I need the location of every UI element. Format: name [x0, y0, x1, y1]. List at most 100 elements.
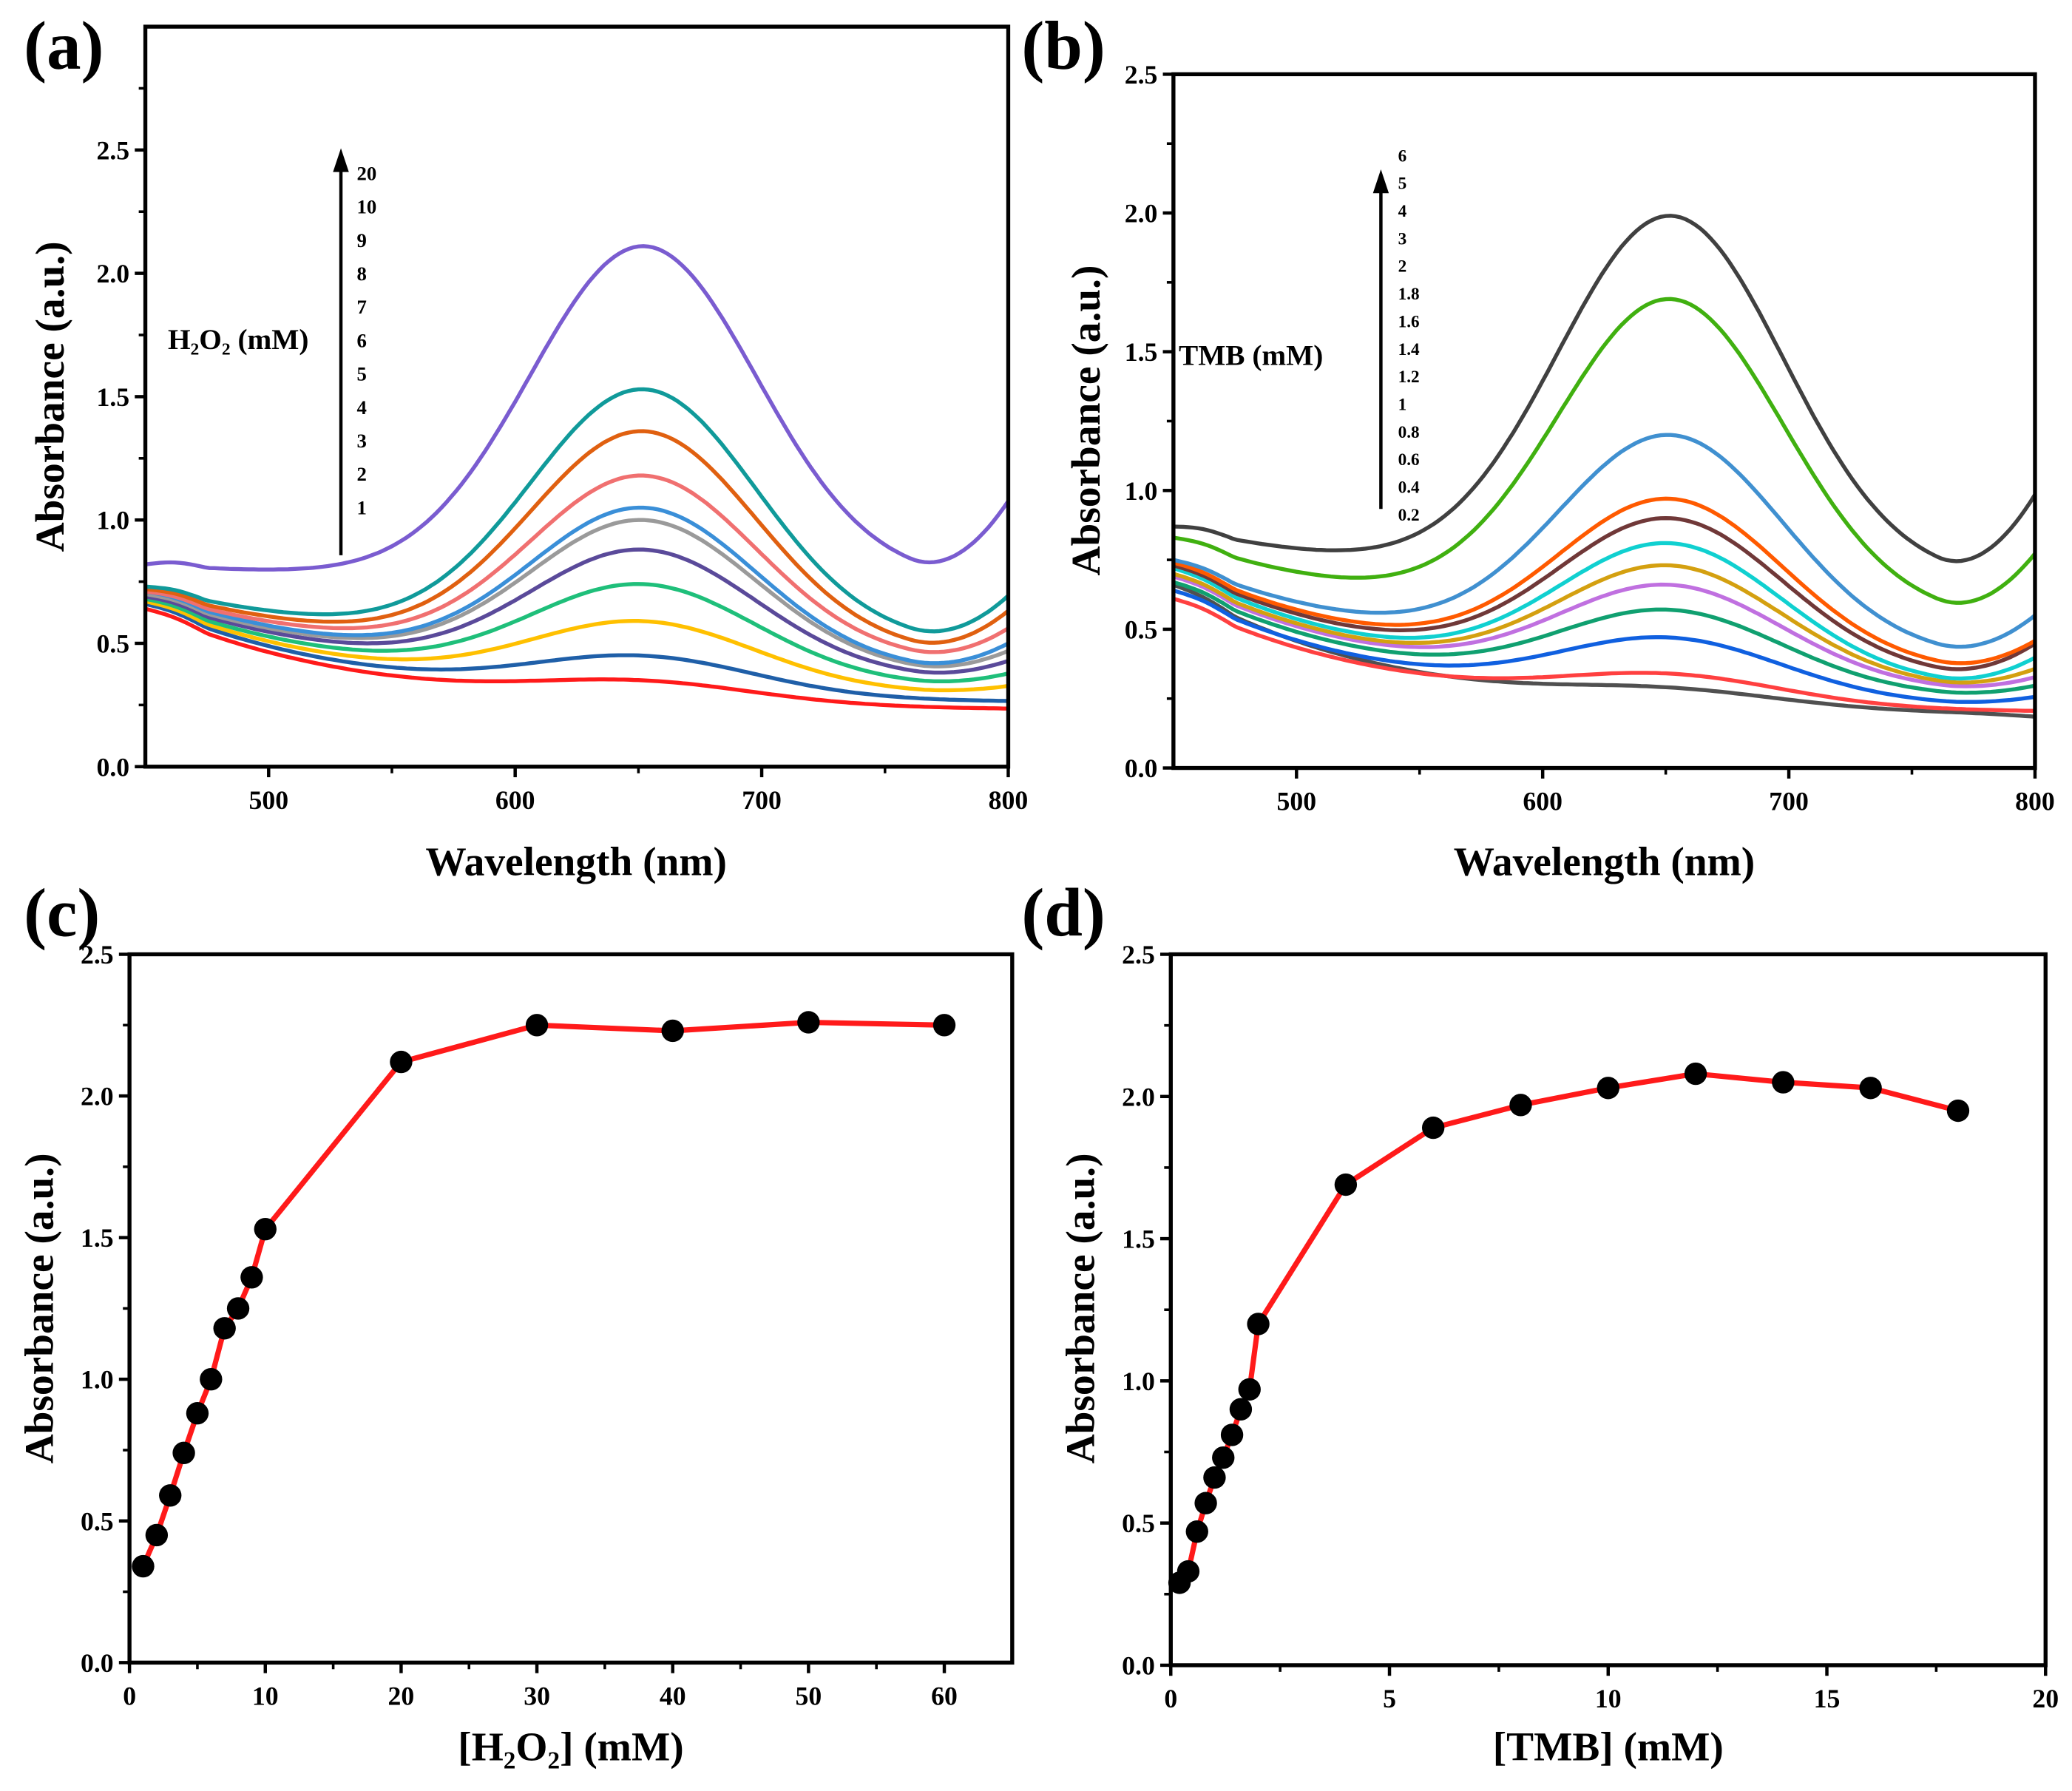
panel-label: (d)	[1021, 876, 1106, 952]
spectrum-line-1.8	[1173, 496, 2037, 666]
data-point	[1194, 1492, 1217, 1514]
x-tick-label: 600	[495, 785, 535, 815]
spectra	[1172, 214, 2037, 719]
y-tick-label: 0.0	[96, 752, 129, 782]
panel-c: (c) 0.0 0.5 1.0 1.5 2.0 2.5 0 10 20 30 40 50 60 [H₂O₂]…	[16, 876, 1015, 1770]
y-axis: 0.0 0.5 1.0 1.5 2.0 2.5	[1122, 940, 1171, 1680]
x-tick-label: 700	[1769, 787, 1809, 816]
spectrum-line-20	[145, 244, 1010, 572]
data-point	[132, 1554, 155, 1578]
legend: 20 10 9 8 7 6 5 4 3 2 1 H₂O₂ (mM)	[168, 148, 376, 555]
spectrum-line-5	[145, 547, 1009, 675]
data-point	[1238, 1378, 1261, 1401]
y-tick-label: 1.5	[1122, 1225, 1155, 1254]
legend-label: 2	[356, 463, 366, 485]
data-point	[1229, 1398, 1253, 1421]
legend-label: 1.4	[1398, 340, 1420, 359]
data-point	[186, 1402, 209, 1425]
x-tick-label: 5	[1383, 1684, 1396, 1713]
legend-label: 6	[356, 329, 366, 351]
legend: 6 5 4 3 2 1.8 1.6 1.4 1.2 1 0.8 0.6 0.4 0.2 TMB (mM)	[1179, 146, 1420, 525]
y-axis: 0.0 0.5 1.0 1.5 2.0 2.5	[1125, 60, 1174, 783]
spectrum-line-1.6	[1173, 515, 2037, 671]
spectrum-line-1.2	[1173, 563, 2036, 685]
legend-label: 0.2	[1398, 506, 1420, 525]
data-point	[1220, 1423, 1244, 1446]
data-point	[159, 1484, 182, 1507]
trend-line	[140, 1019, 945, 1568]
x-axis-title: Wavelength (nm)	[425, 839, 727, 884]
x-tick-label: 800	[989, 785, 1029, 815]
legend-label: 10	[356, 196, 376, 218]
y-axis-title: Absorbance (a.u.)	[27, 241, 72, 552]
spectrum-line-2	[144, 602, 1009, 703]
y-tick-label: 0.0	[1125, 754, 1158, 783]
y-tick-label: 2.0	[1122, 1082, 1155, 1111]
panel-label: (b)	[1021, 8, 1106, 84]
legend-label: 6	[1398, 146, 1407, 166]
x-axis: 0 5 10 15 20	[1164, 1665, 2059, 1713]
spectrum-line-4	[1173, 297, 2037, 605]
y-axis-title: Absorbance (a.u.)	[1058, 1153, 1103, 1463]
x-axis-title: Wavelength (nm)	[1454, 839, 1756, 884]
y-tick-label: 2.5	[1125, 60, 1158, 89]
spectrum-line-0.4	[1173, 597, 2036, 714]
x-tick-label: 60	[931, 1682, 958, 1711]
y-tick-label: 0.5	[96, 629, 129, 658]
data-point	[172, 1441, 195, 1465]
x-tick-label: 40	[660, 1682, 686, 1711]
data-point	[1334, 1173, 1358, 1196]
legend-label: 9	[356, 229, 366, 251]
y-tick-label: 0.5	[81, 1506, 114, 1536]
legend-label: 4	[1398, 202, 1407, 221]
data-point	[1859, 1077, 1882, 1100]
panel-label: (c)	[24, 876, 100, 952]
data-point	[1176, 1560, 1200, 1583]
x-axis: 500 600 700 800	[248, 766, 1029, 815]
y-tick-label: 2.5	[96, 135, 129, 165]
spectrum-line-8	[145, 473, 1009, 654]
legend-label: 1	[1398, 395, 1407, 414]
legend-label: 5	[1398, 175, 1407, 194]
data-point	[525, 1014, 549, 1037]
x-tick-label: 700	[742, 785, 782, 815]
data-point	[145, 1523, 169, 1547]
x-tick-label: 20	[388, 1682, 415, 1711]
spectrum-line-4	[145, 582, 1009, 684]
legend-label: 20	[356, 162, 376, 184]
panel-a: (a) 20 10 9 8 7 6 5 4 3 2 1 H₂O₂ (mM) 0.0 0.5 1.0 1.5 2.0…	[24, 8, 1028, 884]
plot-frame	[1168, 952, 2048, 1668]
x-tick-label: 30	[524, 1682, 550, 1711]
y-tick-label: 0.5	[1122, 1509, 1155, 1538]
y-tick-label: 1.5	[96, 382, 129, 412]
data-point	[1421, 1116, 1445, 1140]
y-axis-title: Absorbance (a.u.)	[1063, 265, 1108, 576]
y-tick-label: 1.5	[81, 1223, 114, 1253]
panel-label: (a)	[24, 8, 104, 84]
y-tick-label: 1.0	[1122, 1367, 1155, 1396]
x-axis-title: [H₂O₂] (mM)	[458, 1724, 683, 1770]
data-point	[661, 1019, 684, 1043]
legend-label: 3	[1398, 229, 1407, 248]
legend-label: 0.4	[1398, 478, 1420, 498]
spectra	[144, 244, 1010, 711]
legend-title: TMB (mM)	[1179, 339, 1323, 372]
y-tick-label: 0.0	[81, 1648, 114, 1678]
x-tick-label: 50	[796, 1682, 822, 1711]
y-tick-label: 2.0	[1125, 199, 1158, 228]
y-tick-label: 0.0	[1122, 1651, 1155, 1680]
y-tick-label: 1.0	[96, 506, 129, 535]
x-tick-label: 600	[1523, 787, 1563, 816]
x-tick-label: 0	[1164, 1684, 1177, 1713]
y-axis-title: Absorbance (a.u.)	[16, 1153, 61, 1463]
x-tick-label: 15	[1814, 1684, 1841, 1713]
x-tick-label: 10	[1595, 1684, 1622, 1713]
x-tick-label: 500	[1277, 787, 1317, 816]
legend-label: 5	[356, 363, 366, 385]
data-point	[1509, 1094, 1532, 1117]
x-tick-label: 500	[248, 785, 288, 815]
legend-label: 4	[356, 396, 366, 419]
y-tick-label: 2.5	[1122, 940, 1155, 969]
data-point	[213, 1317, 236, 1340]
x-tick-label: 20	[2032, 1684, 2059, 1713]
